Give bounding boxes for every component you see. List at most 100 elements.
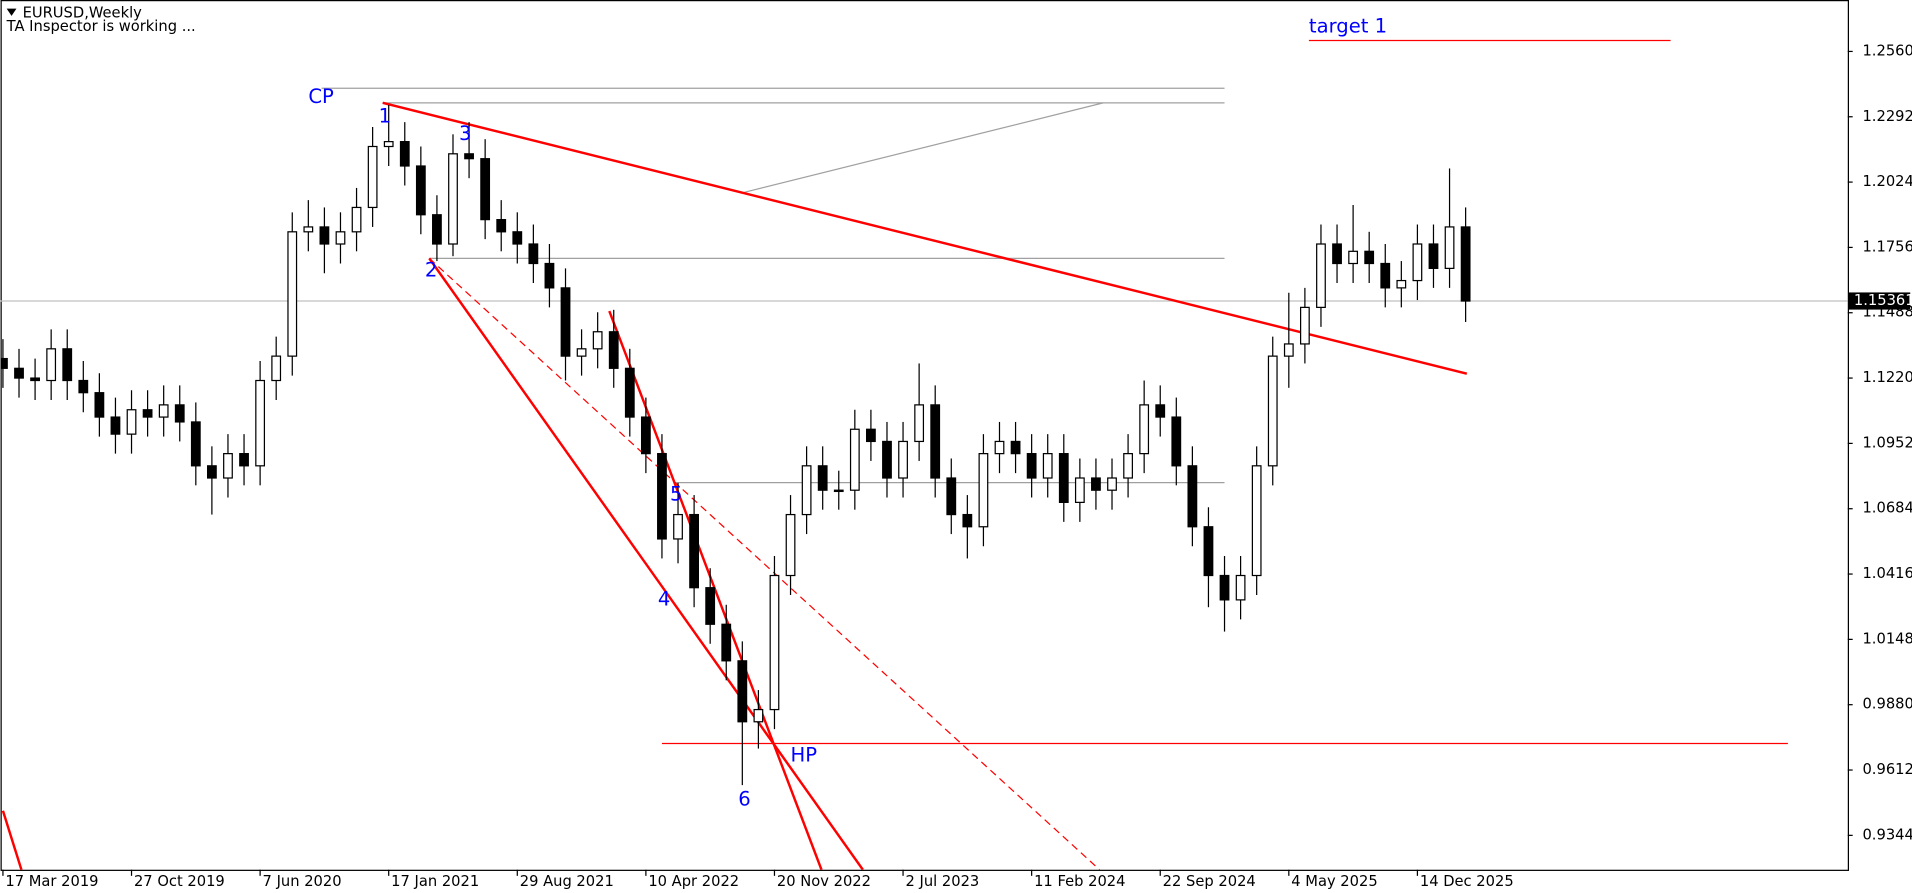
candle-body xyxy=(962,513,973,528)
y-tick-label: 1.12200 xyxy=(1862,369,1912,386)
x-tick-label: 17 Mar 2019 xyxy=(5,873,98,890)
y-tick-label: 1.20240 xyxy=(1862,173,1912,190)
candle-body xyxy=(126,409,137,435)
candle-body xyxy=(753,708,764,723)
candle-body xyxy=(1042,453,1053,479)
drawing-line xyxy=(744,102,1104,193)
candle-body xyxy=(1396,279,1407,289)
x-tick-label: 14 Dec 2025 xyxy=(1420,873,1514,890)
candle-body xyxy=(223,453,233,479)
candle-body xyxy=(158,404,169,418)
candle-body xyxy=(1428,243,1439,269)
candle-body xyxy=(978,453,989,528)
candle-body xyxy=(544,262,555,289)
pattern-label: 6 xyxy=(738,787,750,810)
candle-body xyxy=(1010,440,1021,455)
menu-arrow[interactable] xyxy=(6,8,17,16)
y-tick-label: 0.98800 xyxy=(1862,696,1912,713)
candle-body xyxy=(480,158,491,221)
candle-body xyxy=(464,153,474,160)
pattern-label: 2 xyxy=(425,258,437,281)
chart-subtitle: TA Inspector is working ... xyxy=(6,18,196,35)
x-tick-label: 11 Feb 2024 xyxy=(1034,873,1125,890)
y-tick-label: 1.17560 xyxy=(1862,238,1912,255)
candle-body xyxy=(1203,526,1214,577)
y-tick-label: 1.04160 xyxy=(1862,565,1912,582)
candle-body xyxy=(1219,574,1230,601)
candle-body xyxy=(1380,262,1391,289)
candle-body xyxy=(705,587,716,625)
candle-body xyxy=(801,465,812,516)
candle-body xyxy=(1267,355,1278,467)
candle-body xyxy=(110,416,121,435)
x-tick-label: 4 May 2025 xyxy=(1291,873,1377,890)
y-tick-label: 0.96120 xyxy=(1862,761,1912,778)
candle-body xyxy=(1026,453,1037,479)
plot-frame xyxy=(0,0,1849,871)
candle-body xyxy=(640,416,651,455)
pattern-label: target 1 xyxy=(1309,15,1387,38)
candle-body xyxy=(1155,404,1166,418)
candle-body xyxy=(496,219,507,233)
x-tick-label: 7 Jun 2020 xyxy=(263,873,342,890)
candle-body xyxy=(994,440,1005,455)
chart-title: EURUSD,Weekly xyxy=(23,4,143,21)
candle-body xyxy=(528,243,539,265)
candle-body xyxy=(415,165,426,216)
candle-body xyxy=(673,513,683,540)
candle-body xyxy=(94,392,105,418)
candle-body xyxy=(1058,453,1069,503)
candle-body xyxy=(1412,243,1423,282)
candle-body xyxy=(432,214,442,245)
candle-body xyxy=(239,453,249,467)
candle-body xyxy=(78,379,89,394)
candle-body xyxy=(206,465,217,479)
y-tick-label: 0.93440 xyxy=(1862,826,1912,843)
y-tick-label: 1.22920 xyxy=(1862,108,1912,125)
candle-body xyxy=(721,623,732,662)
candle-body xyxy=(849,428,860,491)
candle-body xyxy=(14,367,24,379)
candle-body xyxy=(946,477,957,516)
candle-body xyxy=(1316,243,1326,308)
candle-body xyxy=(1283,343,1294,357)
candle-body xyxy=(1235,574,1246,601)
candle-body xyxy=(914,404,925,443)
candle-body xyxy=(271,355,282,382)
plot-layer: CP 1 2 3 4 5 6 HP target 1 xyxy=(0,15,1848,870)
candle-body xyxy=(1332,243,1342,265)
candle-body xyxy=(624,367,635,418)
candle-body xyxy=(174,404,185,423)
candle-body xyxy=(657,453,667,540)
x-tick-label: 27 Oct 2019 xyxy=(134,873,225,890)
candle-body xyxy=(1460,226,1471,302)
candle-body xyxy=(817,465,828,491)
x-tick-label: 29 Aug 2021 xyxy=(520,873,614,890)
candle-body xyxy=(608,331,619,369)
candle-body xyxy=(351,206,362,233)
candle-body xyxy=(303,226,314,233)
drawing-line xyxy=(608,310,823,870)
last-price-box xyxy=(1849,292,1911,310)
candle-body xyxy=(592,331,603,350)
candle-body xyxy=(1171,416,1182,467)
drawing-line xyxy=(428,257,864,870)
pattern-label: 4 xyxy=(658,587,670,610)
candle-body xyxy=(319,226,330,245)
candle-body xyxy=(367,145,378,209)
pattern-label: HP xyxy=(791,743,818,766)
candle-body xyxy=(769,574,780,711)
last-price-label: 1.15361 xyxy=(1854,292,1912,309)
x-tick-label: 2 Jul 2023 xyxy=(906,873,980,890)
candle-body xyxy=(1364,250,1375,265)
y-tick-label: 1.01480 xyxy=(1862,630,1912,647)
candle-body xyxy=(1348,250,1359,265)
x-tick-label: 20 Nov 2022 xyxy=(777,873,871,890)
candle-body xyxy=(512,231,523,245)
pattern-label: 3 xyxy=(459,122,471,145)
candle-body xyxy=(560,287,571,357)
candle-body xyxy=(30,377,40,382)
candle-body xyxy=(1139,404,1150,455)
x-tick-label: 17 Jan 2021 xyxy=(391,873,479,890)
